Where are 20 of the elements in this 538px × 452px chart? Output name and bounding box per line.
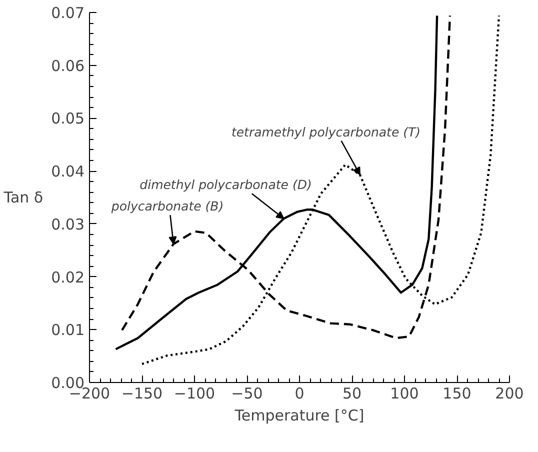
y-axis-title: Tan δ xyxy=(2,188,44,206)
x-tick-label: 100 xyxy=(390,384,419,402)
x-tick-label: −100 xyxy=(174,384,216,402)
x-tick-label: 150 xyxy=(442,384,472,402)
x-tick-label: −50 xyxy=(231,384,263,402)
x-tick-label: 200 xyxy=(495,384,524,402)
x-axis-title: Temperature [°C] xyxy=(234,406,364,424)
y-tick-label: 0.02 xyxy=(51,268,85,286)
y-tick-label: 0.03 xyxy=(51,215,85,234)
x-tick-label: 0 xyxy=(294,384,304,402)
annotation: tetramethyl polycarbonate (T) xyxy=(231,124,421,140)
x-tick-label: −150 xyxy=(121,384,163,402)
y-tick-label: 0.06 xyxy=(51,56,85,75)
y-tick-label: 0.07 xyxy=(51,4,85,22)
x-tick-label: 50 xyxy=(342,384,362,402)
y-tick-label: 0.05 xyxy=(51,110,85,128)
annotation: dimethyl polycarbonate (D) xyxy=(140,177,312,192)
y-tick-label: 0.01 xyxy=(51,321,85,340)
y-tick-label: 0.04 xyxy=(51,162,85,181)
annotation: polycarbonate (B) xyxy=(110,198,224,214)
